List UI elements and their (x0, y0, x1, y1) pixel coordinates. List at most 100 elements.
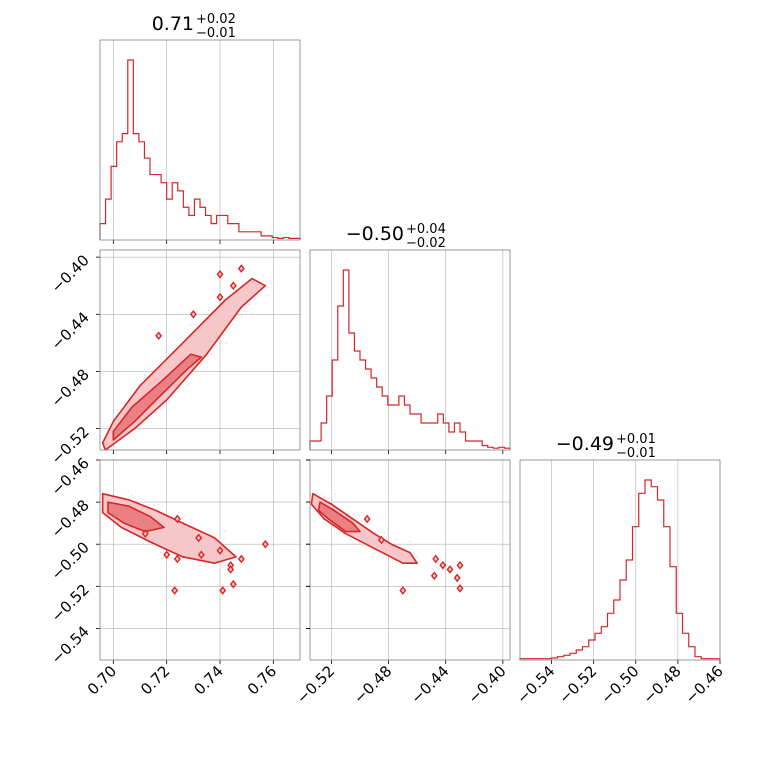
x-tick-label-p2-2: −0.50 (597, 662, 642, 707)
hist-panel-1-frame (309, 249, 511, 451)
scatter-point-2-65 (301, 495, 303, 497)
scatter-point-2-64 (334, 493, 337, 496)
x-tick-label-p1-1: −0.48 (350, 662, 395, 707)
contour-inner-1 (107, 501, 165, 533)
hist-panel-2-frame (519, 459, 721, 661)
contour-outer-1 (101, 492, 237, 564)
contour-island-2-8 (377, 535, 385, 545)
scatter-point-1-31 (224, 564, 226, 566)
histogram-step-1 (309, 269, 511, 450)
scatter-point-2-5 (409, 540, 412, 543)
x-tick-label-p1-2: −0.44 (407, 662, 452, 707)
param-title-0-value: 0.71 (152, 13, 194, 35)
contour-island-1-5 (261, 539, 269, 549)
contour-island-2-6 (399, 586, 407, 595)
contour-island-0-0 (229, 281, 237, 291)
contour-island-0-1 (216, 292, 224, 302)
scatter-point-1-58 (105, 518, 108, 521)
hist-panel-0-frame (99, 39, 301, 241)
contour-island-1-3 (216, 546, 224, 555)
contour-island-2-5 (456, 584, 464, 593)
scatter-point-1-66 (189, 518, 192, 521)
scatter-point-0-49 (219, 342, 222, 345)
pair-panel-0-frame (99, 249, 301, 451)
x-tick-label-p0-1: 0.72 (137, 662, 173, 698)
contour-island-1-2 (197, 550, 205, 560)
param-title-1-plus: +0.04 (406, 222, 446, 237)
y-tick-label-p1-3: −0.40 (48, 251, 93, 296)
pair-panel-2-frame (309, 459, 511, 661)
scatter-point-0-8 (250, 312, 253, 315)
scatter-point-1-9 (153, 503, 156, 506)
x-tick-label-p0-2: 0.74 (190, 662, 226, 698)
param-title-0-plus: +0.02 (196, 12, 236, 27)
scatter-point-0-58 (143, 421, 146, 424)
contour-island-1-1 (173, 554, 181, 564)
y-tick-label-p1-1: −0.48 (48, 366, 93, 411)
contour-island-2-3 (456, 560, 464, 570)
scatter-point-0-25 (225, 342, 228, 345)
scatter-point-0-69 (210, 353, 212, 355)
histogram-step-2 (519, 479, 721, 660)
contour-island-2-9 (363, 514, 371, 524)
pair-panel-2-plot (301, 492, 464, 595)
contour-island-0-3 (155, 331, 163, 341)
scatter-point-2-10 (321, 493, 323, 496)
scatter-point-2-8 (337, 501, 340, 503)
scatter-point-0-19 (245, 305, 248, 308)
contour-island-0-4 (216, 269, 224, 279)
scatter-point-0-4 (119, 455, 121, 457)
scatter-point-0-29 (207, 309, 210, 312)
scatter-point-0-38 (112, 417, 115, 420)
scatter-point-1-14 (160, 551, 163, 554)
x-tick-label-p1-0: −0.52 (293, 662, 338, 707)
y-tick-label-p2-3: −0.48 (48, 496, 93, 541)
x-tick-label-p2-4: −0.46 (682, 662, 727, 707)
scatter-point-1-34 (181, 516, 184, 519)
scatter-point-0-48 (161, 356, 163, 359)
contour-island-1-8 (219, 586, 227, 595)
scatter-point-2-6 (358, 514, 360, 517)
scatter-point-1-64 (132, 496, 135, 499)
param-title-1-minus: −0.02 (406, 236, 446, 251)
param-title-2-minus: −0.01 (616, 446, 656, 461)
pair-panel-1-plot (94, 490, 269, 595)
x-tick-label-p1-3: −0.40 (464, 662, 509, 707)
contour-inner-0 (112, 353, 203, 441)
x-tick-label-p2-3: −0.48 (639, 662, 684, 707)
y-tick-label-p2-2: −0.50 (48, 538, 93, 583)
scatter-point-1-46 (160, 557, 163, 560)
scatter-point-0-17 (189, 323, 192, 326)
scatter-point-1-24 (223, 530, 226, 533)
scatter-point-2-36 (395, 538, 398, 541)
scatter-point-0-47 (154, 411, 157, 414)
scatter-point-0-45 (219, 340, 222, 343)
contour-island-1-7 (171, 586, 179, 595)
x-tick-label-p0-3: 0.76 (244, 662, 280, 698)
scatter-point-0-65 (267, 294, 270, 297)
scatter-point-0-51 (107, 425, 110, 428)
scatter-point-2-57 (362, 545, 365, 548)
scatter-point-1-5 (94, 500, 96, 502)
scatter-point-0-61 (247, 303, 250, 306)
contour-island-2-1 (439, 560, 447, 570)
y-tick-label-p1-2: −0.44 (48, 308, 93, 353)
x-tick-label-p2-0: −0.54 (513, 662, 558, 707)
scatter-point-2-38 (375, 532, 377, 534)
scatter-point-2-19 (385, 538, 387, 541)
scatter-point-2-2 (386, 527, 389, 530)
y-tick-label-p2-0: −0.54 (48, 623, 93, 668)
scatter-point-2-69 (313, 519, 316, 522)
contour-island-1-6 (237, 554, 245, 564)
scatter-point-2-27 (322, 496, 325, 499)
contour-island-1-10 (227, 565, 235, 574)
pair-panel-1-frame (99, 459, 301, 661)
scatter-point-0-56 (248, 269, 251, 272)
contour-island-1-12 (173, 514, 181, 524)
scatter-point-1-28 (162, 557, 165, 560)
scatter-point-2-1 (327, 497, 330, 499)
x-tick-label-p2-1: −0.52 (555, 662, 600, 707)
scatter-point-2-41 (338, 531, 341, 534)
scatter-point-2-67 (325, 497, 327, 500)
